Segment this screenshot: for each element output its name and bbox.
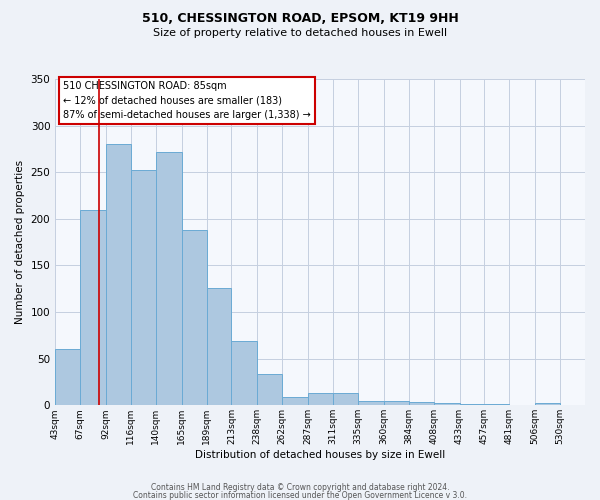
Bar [384,400,409,406]
Bar [131,170,156,406]
Text: Contains HM Land Registry data © Crown copyright and database right 2024.: Contains HM Land Registry data © Crown c… [151,483,449,492]
Bar [434,404,460,406]
Bar [460,404,484,406]
Bar [106,144,131,406]
Text: 510, CHESSINGTON ROAD, EPSOM, KT19 9HH: 510, CHESSINGTON ROAD, EPSOM, KT19 9HH [142,12,458,26]
Bar [409,402,434,406]
Bar [182,230,206,406]
Bar [232,341,257,406]
Bar [308,393,333,406]
Bar [282,397,308,406]
Bar [333,393,358,406]
Text: Size of property relative to detached houses in Ewell: Size of property relative to detached ho… [153,28,447,38]
Bar [535,404,560,406]
Bar [156,152,182,406]
Bar [484,404,509,406]
Text: Contains public sector information licensed under the Open Government Licence v : Contains public sector information licen… [133,490,467,500]
Bar [55,350,80,406]
Bar [257,374,282,406]
Bar [206,288,232,406]
Y-axis label: Number of detached properties: Number of detached properties [15,160,25,324]
X-axis label: Distribution of detached houses by size in Ewell: Distribution of detached houses by size … [195,450,445,460]
Bar [80,210,106,406]
Bar [358,400,384,406]
Text: 510 CHESSINGTON ROAD: 85sqm
← 12% of detached houses are smaller (183)
87% of se: 510 CHESSINGTON ROAD: 85sqm ← 12% of det… [63,80,311,120]
